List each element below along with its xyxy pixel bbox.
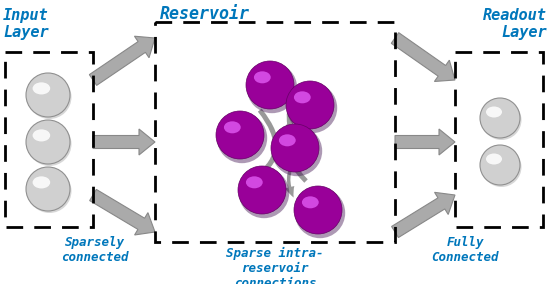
Ellipse shape — [286, 81, 334, 129]
Ellipse shape — [486, 153, 502, 164]
Polygon shape — [93, 129, 155, 155]
Ellipse shape — [32, 82, 50, 95]
Ellipse shape — [216, 111, 264, 159]
Polygon shape — [395, 129, 455, 155]
FancyArrowPatch shape — [287, 96, 305, 126]
Text: Sparse intra-
reservoir
connections: Sparse intra- reservoir connections — [226, 247, 324, 284]
Ellipse shape — [246, 61, 294, 109]
Ellipse shape — [287, 83, 337, 133]
FancyArrowPatch shape — [283, 99, 316, 183]
Ellipse shape — [26, 73, 70, 117]
Ellipse shape — [26, 120, 70, 164]
Ellipse shape — [294, 91, 311, 103]
FancyArrowPatch shape — [285, 152, 304, 198]
Ellipse shape — [254, 71, 271, 83]
Ellipse shape — [224, 121, 241, 133]
Text: Fully
Connected: Fully Connected — [431, 236, 499, 264]
Ellipse shape — [26, 167, 70, 211]
Polygon shape — [89, 36, 155, 85]
Bar — [455, 52, 543, 227]
Ellipse shape — [279, 134, 296, 146]
Polygon shape — [90, 189, 155, 235]
Ellipse shape — [481, 147, 521, 187]
Ellipse shape — [294, 186, 342, 234]
Ellipse shape — [295, 188, 345, 238]
Text: Readout
Layer: Readout Layer — [483, 8, 547, 40]
Ellipse shape — [28, 169, 72, 213]
Ellipse shape — [480, 145, 520, 185]
Ellipse shape — [481, 100, 521, 140]
Polygon shape — [392, 192, 455, 237]
Text: Input
Layer: Input Layer — [3, 8, 48, 40]
Text: Reservoir: Reservoir — [160, 5, 250, 23]
Polygon shape — [391, 33, 455, 82]
Ellipse shape — [32, 176, 50, 189]
Ellipse shape — [480, 98, 520, 138]
Ellipse shape — [246, 176, 263, 188]
Ellipse shape — [238, 166, 286, 214]
Ellipse shape — [32, 129, 50, 141]
Ellipse shape — [247, 63, 297, 113]
Ellipse shape — [239, 168, 289, 218]
Ellipse shape — [28, 75, 72, 119]
Ellipse shape — [302, 196, 318, 208]
Bar — [5, 52, 93, 227]
Ellipse shape — [272, 126, 322, 176]
Ellipse shape — [271, 124, 319, 172]
Bar — [155, 22, 395, 242]
Ellipse shape — [28, 122, 72, 166]
Ellipse shape — [486, 106, 502, 118]
Text: Sparsely
connected: Sparsely connected — [61, 236, 129, 264]
Ellipse shape — [217, 113, 267, 163]
FancyArrowPatch shape — [240, 108, 278, 185]
